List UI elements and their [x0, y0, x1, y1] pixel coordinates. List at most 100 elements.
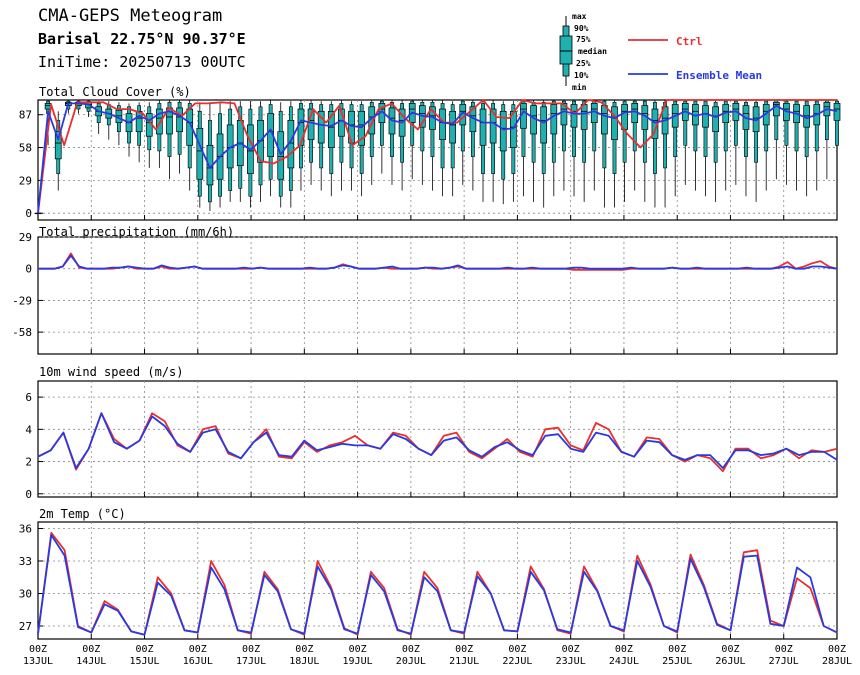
y-tick-label: 0 [25, 488, 32, 501]
box-inner [712, 106, 719, 133]
box-plot [489, 100, 497, 202]
box-inner [196, 127, 204, 180]
legend-box-label: 75% [576, 35, 591, 44]
x-tick-label-date: 15JUL [129, 656, 159, 667]
box-outer [632, 100, 637, 152]
box-plot [247, 101, 254, 208]
ensemble-mean-line [38, 254, 838, 270]
panel-3 [37, 521, 838, 640]
x-tick-label-date: 13JUL [23, 656, 53, 667]
box-outer [764, 100, 769, 152]
box-plot [449, 101, 457, 197]
box-plot [530, 100, 537, 202]
box-inner [135, 110, 143, 133]
box-outer [733, 100, 738, 146]
box-inner [156, 108, 163, 135]
panel-title: 10m wind speed (m/s) [39, 365, 184, 379]
box-outer [723, 100, 728, 152]
box-inner [499, 110, 507, 152]
y-tick-label: 30 [19, 588, 32, 601]
box-plot [418, 100, 426, 185]
box-plot [125, 103, 133, 157]
x-tick-label-time: 00Z [562, 644, 580, 655]
box-outer [703, 100, 708, 157]
box-outer [582, 100, 587, 163]
y-tick-label: 29 [19, 231, 32, 244]
box-plot [257, 101, 264, 202]
box-inner [176, 107, 183, 133]
box-plot [772, 99, 780, 180]
legend-box-label: 90% [574, 24, 589, 33]
x-tick-label-time: 00Z [295, 644, 313, 655]
legend-box-inner [559, 35, 573, 65]
x-tick-label-time: 00Z [721, 644, 739, 655]
x-tick-label-time: 00Z [775, 644, 793, 655]
box-outer [784, 100, 789, 146]
box-plot [186, 100, 194, 191]
y-tick-label: 6 [25, 391, 32, 404]
init-time-label: IniTime: 20250713 00UTC [38, 53, 246, 71]
box-inner [570, 104, 578, 128]
box-plot [206, 102, 214, 211]
y-tick-label: 36 [19, 523, 32, 536]
box-outer [379, 100, 384, 146]
box-inner [479, 108, 487, 146]
box-plot [317, 101, 325, 191]
legend-box-label: min [572, 82, 587, 92]
y-tick-label: 2 [25, 456, 32, 469]
box-plot [803, 100, 811, 197]
legend-mean-label: Ensemble Mean [676, 69, 762, 82]
x-tick-label-date: 14JUL [76, 656, 106, 667]
box-plot [226, 101, 234, 202]
box-plot [54, 111, 62, 191]
box-outer [794, 100, 799, 152]
box-inner [580, 104, 588, 130]
ctrl-line [37, 99, 837, 214]
box-plot [196, 102, 204, 208]
y-tick-label: -58 [12, 326, 32, 339]
x-tick-label-time: 00Z [242, 644, 260, 655]
box-plot [34, 212, 42, 215]
x-tick-label-date: 27JUL [769, 656, 799, 667]
panel-frame [37, 380, 838, 498]
x-tick-label-date: 19JUL [343, 656, 373, 667]
x-tick-label-date: 18JUL [289, 656, 319, 667]
panel-frame [37, 521, 838, 640]
box-outer [713, 101, 718, 163]
location-label: Barisal 22.75°N 90.37°E [38, 30, 246, 48]
ensemble-mean-line [37, 412, 838, 469]
ensemble-mean-line [37, 534, 838, 636]
box-plot [479, 100, 487, 202]
y-tick-label: 0 [25, 263, 32, 276]
x-tick-label-date: 24JUL [609, 656, 639, 667]
panel-title: Total precipitation (mm/6h) [39, 225, 234, 239]
box-plot [833, 100, 841, 185]
box-inner [489, 108, 497, 144]
box-outer [804, 100, 809, 157]
box-outer [683, 100, 688, 146]
box-plot [570, 100, 578, 197]
box-inner [358, 110, 365, 146]
box-inner [611, 106, 618, 140]
box-plot [702, 100, 709, 197]
box-plot [166, 100, 173, 180]
x-tick-label-time: 00Z [82, 644, 100, 655]
box-plot [752, 100, 760, 202]
box-plot [590, 100, 598, 191]
figure-title: CMA-GEPS Meteogram [38, 6, 223, 26]
box-inner [560, 103, 568, 126]
box-plot [439, 100, 446, 197]
y-tick-label: 4 [25, 423, 32, 436]
panel-2 [37, 380, 838, 498]
box-plot [176, 100, 183, 174]
x-tick-label-time: 00Z [828, 644, 846, 655]
x-tick-label-date: 28JUL [822, 656, 852, 667]
y-tick-label: -29 [12, 294, 32, 307]
y-tick-label: 29 [19, 174, 32, 187]
box-inner [439, 108, 446, 140]
box-plot [267, 100, 274, 197]
box-inner [601, 105, 608, 135]
box-inner [277, 131, 285, 180]
x-tick-label-date: 22JUL [502, 656, 532, 667]
